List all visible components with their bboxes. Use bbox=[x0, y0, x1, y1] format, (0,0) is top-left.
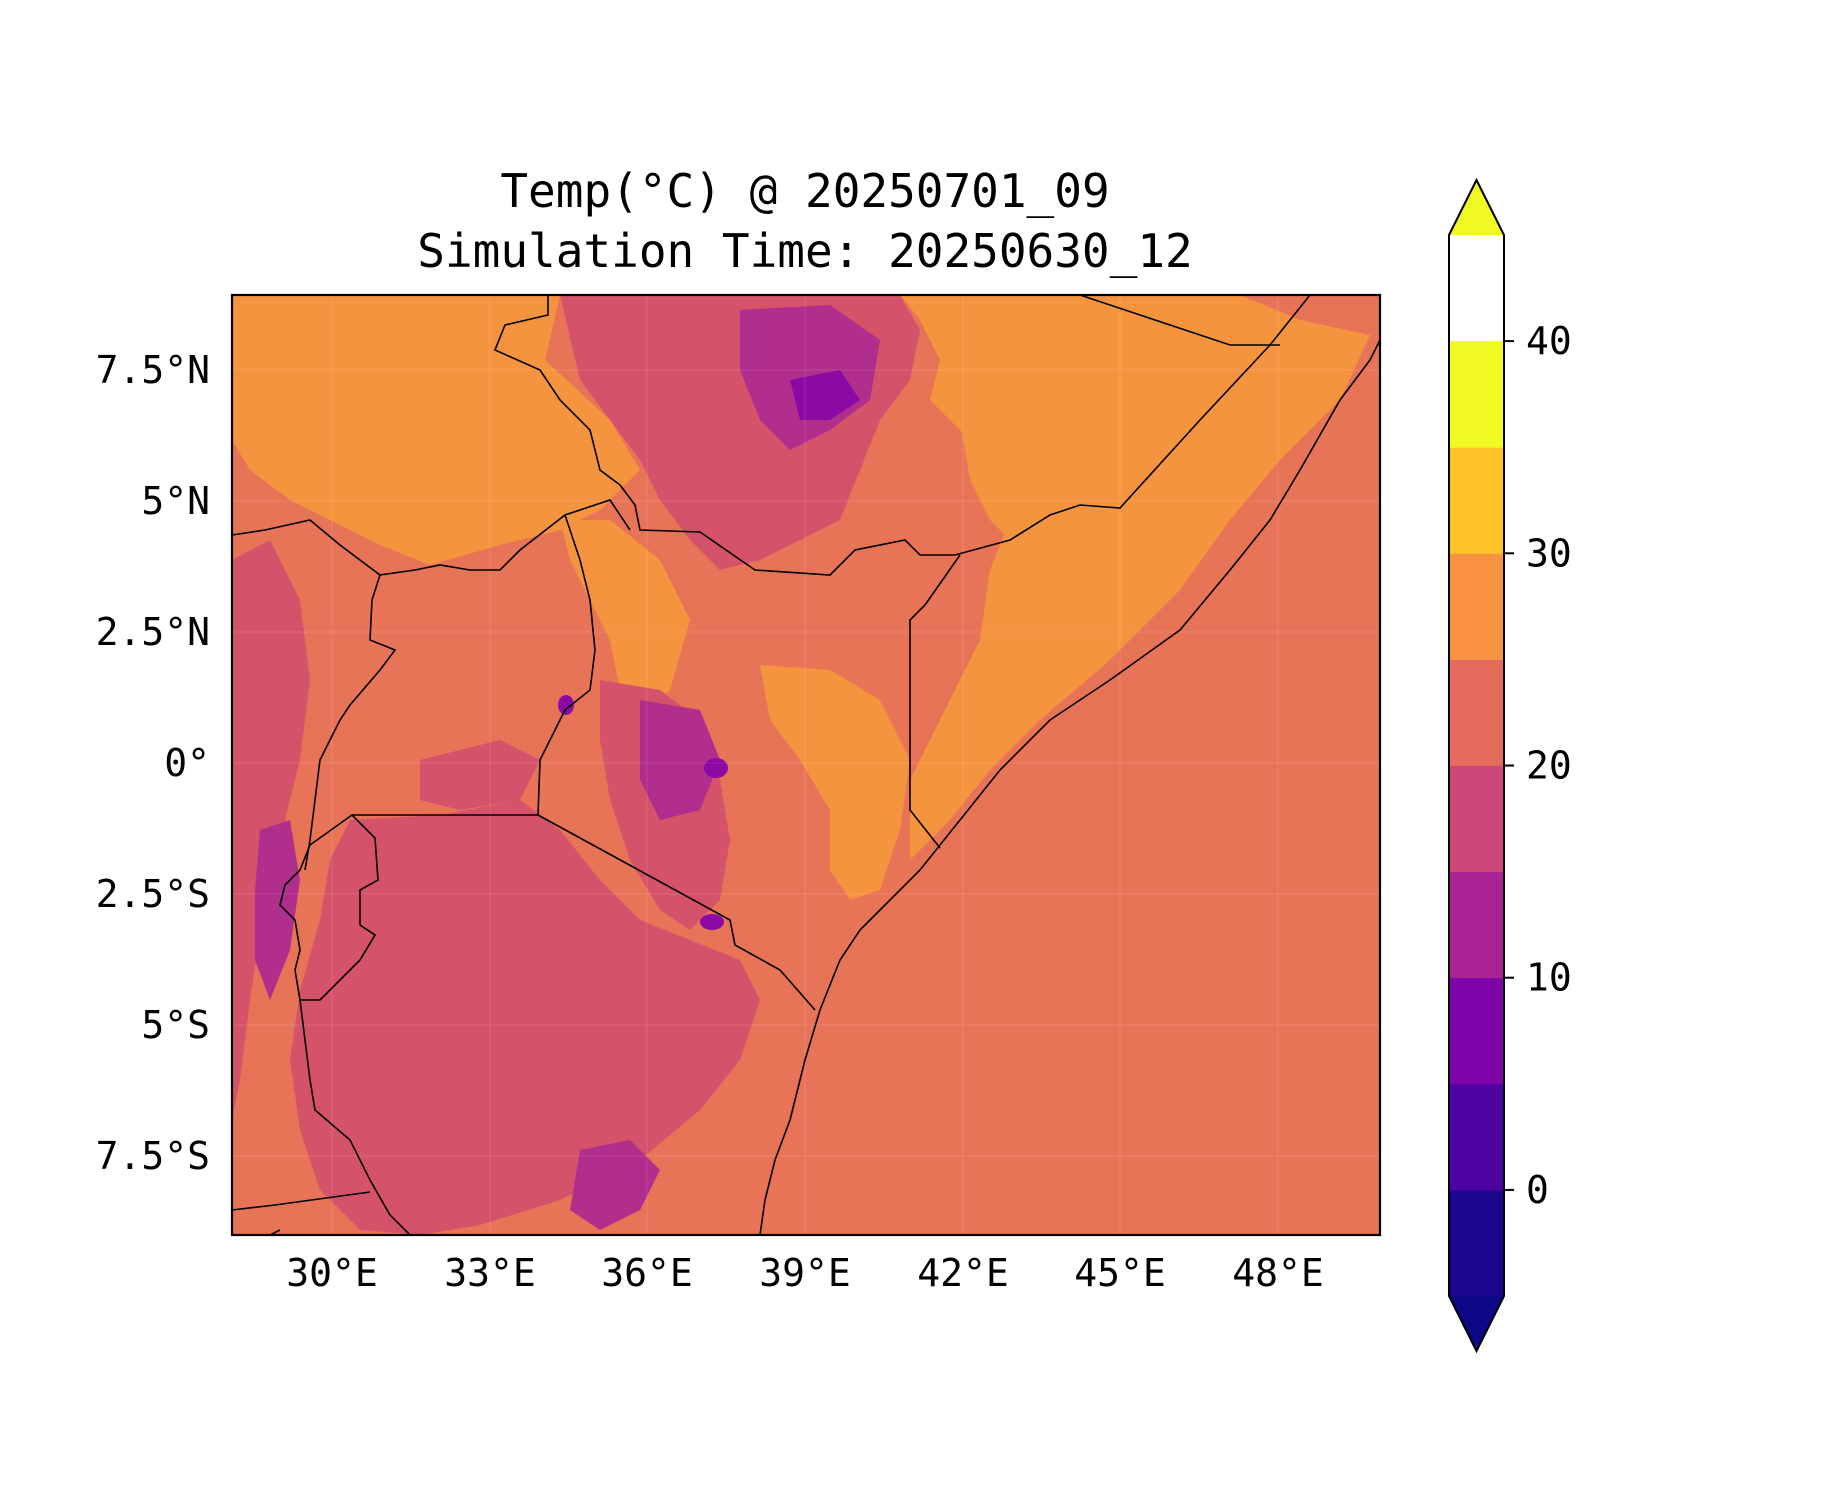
colorbar-tick-label: 0 bbox=[1526, 1168, 1549, 1212]
border-kenya-tanzania bbox=[537, 814, 816, 1011]
colorbar-outline bbox=[1448, 177, 1505, 1354]
border-ethiopia-somalia-north bbox=[1079, 295, 1280, 346]
x-tick-label: 30°E bbox=[286, 1251, 378, 1295]
colorbar-tick-label: 30 bbox=[1526, 531, 1572, 575]
colorbar-segment bbox=[1449, 765, 1504, 873]
border-lake-tanganyika bbox=[299, 999, 411, 1235]
colorbar-segment bbox=[1449, 553, 1504, 660]
colorbar-tick-label: 40 bbox=[1526, 319, 1572, 363]
x-tick-label: 42°E bbox=[917, 1251, 1009, 1295]
y-tick-label: 2.5°S bbox=[96, 872, 210, 916]
colorbar-segment bbox=[1449, 1083, 1504, 1191]
gridlines bbox=[232, 295, 1380, 1235]
y-tick-label: 2.5°N bbox=[96, 610, 210, 654]
field-10-15-elgon bbox=[558, 695, 574, 715]
field-10-15-kilimanjaro bbox=[700, 914, 724, 930]
y-axis-ticks: 7.5°N 5°N 2.5°N 0° 2.5°S 5°S 7.5°S bbox=[96, 348, 210, 1178]
colorbar-segment bbox=[1449, 1189, 1504, 1297]
colorbar-segments bbox=[1449, 341, 1504, 1297]
colorbar-segment bbox=[1449, 977, 1504, 1085]
colorbar-tick-label: 10 bbox=[1526, 956, 1572, 1000]
y-tick-label: 5°S bbox=[141, 1003, 210, 1047]
field-30-35-south-sudan bbox=[232, 295, 640, 565]
x-tick-label: 45°E bbox=[1074, 1251, 1166, 1295]
field-15-20-tanzania-south bbox=[570, 1140, 660, 1230]
y-tick-label: 0° bbox=[164, 741, 210, 785]
coastline bbox=[759, 339, 1380, 1235]
field-20-25-tanzania bbox=[290, 800, 760, 1235]
chart-title-line-2: Simulation Time: 20250630_12 bbox=[417, 224, 1193, 278]
colorbar-segment bbox=[1449, 447, 1504, 554]
y-tick-label: 7.5°S bbox=[96, 1134, 210, 1178]
x-tick-label: 33°E bbox=[444, 1251, 536, 1295]
colorbar-tick-label: 20 bbox=[1526, 744, 1572, 788]
colorbar-segment bbox=[1449, 659, 1504, 766]
y-tick-label: 5°N bbox=[141, 479, 210, 523]
field-15-20-kenya-core bbox=[640, 700, 720, 820]
field-30-35-turkana bbox=[560, 520, 690, 720]
border-kenya-somalia bbox=[909, 554, 961, 849]
colorbar-segment bbox=[1449, 341, 1504, 448]
border-uganda-drc bbox=[304, 574, 397, 871]
x-tick-label: 39°E bbox=[759, 1251, 851, 1295]
colorbar-segment bbox=[1449, 871, 1504, 979]
field-20-25-uganda-east bbox=[420, 740, 540, 810]
border-zambia bbox=[232, 1191, 371, 1211]
borders-coastline bbox=[232, 295, 1380, 1235]
temperature-field bbox=[232, 295, 1380, 1235]
field-10-15-ethiopia-peak bbox=[790, 370, 860, 420]
field-30-35-ethiopia-east bbox=[960, 420, 1080, 560]
x-tick-label: 48°E bbox=[1232, 1251, 1324, 1295]
colorbar-over-arrow bbox=[1449, 180, 1504, 235]
colorbar-ticks: 0 10 20 30 40 bbox=[1504, 319, 1572, 1212]
field-30-35-kenya-east bbox=[760, 665, 910, 900]
field-15-20-western-rift bbox=[255, 820, 300, 1000]
colorbar: 0 10 20 30 40 bbox=[1448, 177, 1572, 1354]
border-south-sudan-ethiopia bbox=[493, 295, 1311, 576]
x-axis-ticks: 30°E 33°E 36°E 39°E 42°E 45°E 48°E bbox=[286, 1251, 1324, 1295]
border-rwanda-burundi bbox=[279, 813, 379, 1001]
field-30-35-somalia bbox=[900, 295, 1370, 860]
field-10-15-mt-kenya bbox=[704, 758, 728, 778]
map-frame bbox=[230, 293, 1382, 1237]
colorbar-under-arrow bbox=[1449, 1296, 1504, 1351]
y-tick-label: 7.5°N bbox=[96, 348, 210, 392]
x-tick-label: 36°E bbox=[601, 1251, 693, 1295]
border-uganda-kenya bbox=[537, 514, 596, 816]
chart-title-line-1: Temp(°C) @ 20250701_09 bbox=[500, 164, 1110, 218]
